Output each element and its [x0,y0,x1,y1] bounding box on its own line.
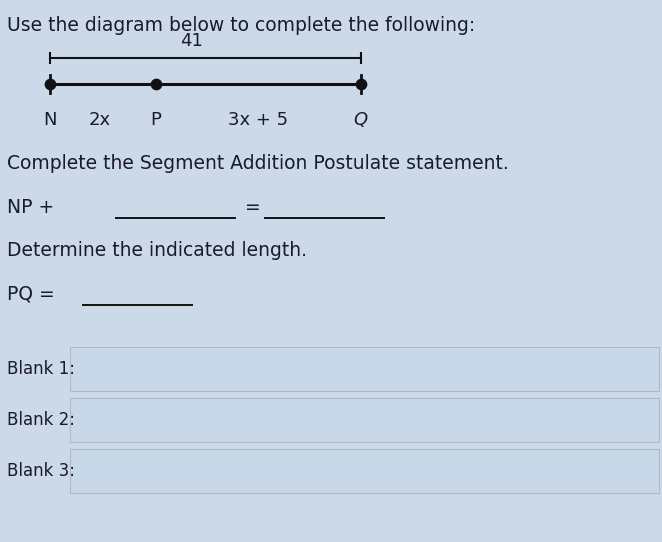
Text: Blank 3:: Blank 3: [7,462,75,480]
Point [44,80,55,88]
FancyBboxPatch shape [70,449,659,493]
Text: P: P [150,111,161,129]
Text: Use the diagram below to complete the following:: Use the diagram below to complete the fo… [7,16,475,35]
Text: =: = [245,198,261,217]
Text: Determine the indicated length.: Determine the indicated length. [7,241,307,260]
Text: 41: 41 [181,33,203,50]
Text: PQ =: PQ = [7,285,54,304]
Text: Blank 2:: Blank 2: [7,411,75,429]
Text: 3x + 5: 3x + 5 [228,111,288,129]
Point [355,80,366,88]
Text: Q: Q [354,111,368,129]
FancyBboxPatch shape [70,347,659,391]
Text: Complete the Segment Addition Postulate statement.: Complete the Segment Addition Postulate … [7,154,508,173]
Text: Blank 1:: Blank 1: [7,360,75,378]
Text: NP +: NP + [7,198,54,217]
Text: 2x: 2x [88,111,111,129]
Point [150,80,161,88]
Text: N: N [43,111,56,129]
FancyBboxPatch shape [70,398,659,442]
